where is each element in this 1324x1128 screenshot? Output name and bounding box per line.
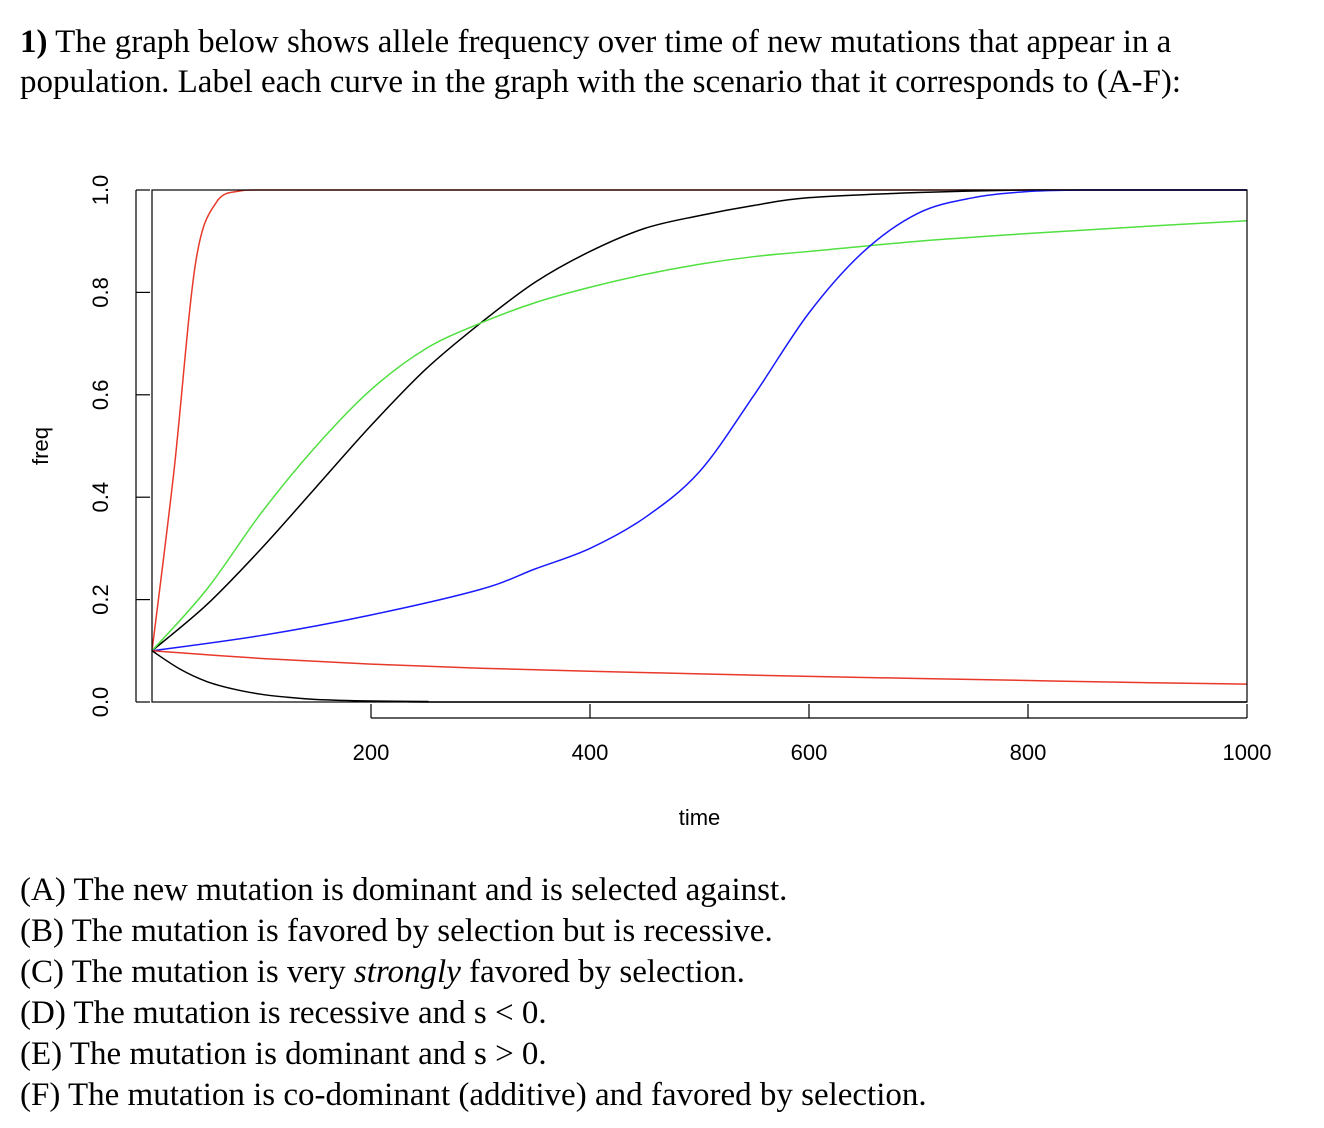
plot-frame bbox=[151, 189, 1248, 703]
y-tick-label: 1.0 bbox=[88, 175, 113, 206]
x-tick-label: 200 bbox=[353, 740, 390, 765]
y-tick-label: 0.4 bbox=[88, 482, 113, 513]
option-d: (D) The mutation is recessive and s < 0. bbox=[20, 995, 547, 1031]
allele-frequency-chart: 200 400 600 800 1000 0.0 0.2 0.4 0.6 0.8 1.0 time fr… bbox=[28, 175, 1271, 830]
x-axis-title: time bbox=[679, 805, 721, 830]
x-tick-label: 800 bbox=[1010, 740, 1047, 765]
x-tick-label: 1000 bbox=[1223, 740, 1272, 765]
chart-axes: 200 400 600 800 1000 0.0 0.2 0.4 0.6 0.8 1.0 time fr… bbox=[28, 175, 1271, 830]
chart-curves bbox=[151, 189, 1248, 703]
answer-options: (A) The new mutation is dominant and is … bbox=[20, 870, 927, 1116]
y-axis-title: freq bbox=[28, 427, 53, 465]
plot-border bbox=[151, 189, 1248, 703]
series-line-2 bbox=[151, 189, 1247, 652]
y-tick-label: 0.0 bbox=[88, 687, 113, 718]
option-b: (B) The mutation is favored by selection… bbox=[20, 913, 773, 949]
question-text: 1) The graph below shows allele frequenc… bbox=[20, 22, 1310, 102]
series-line-3 bbox=[151, 219, 1248, 652]
y-tick-label: 0.8 bbox=[88, 277, 113, 308]
option-c: (C) The mutation is very strongly favore… bbox=[20, 954, 745, 990]
question-number: 1) bbox=[20, 24, 48, 60]
option-f: (F) The mutation is co-dominant (additiv… bbox=[20, 1077, 927, 1113]
x-tick-label: 600 bbox=[791, 740, 828, 765]
option-a: (A) The new mutation is dominant and is … bbox=[20, 872, 788, 908]
series-line-5 bbox=[151, 650, 1248, 685]
question-body: The graph below shows allele frequency o… bbox=[20, 24, 1182, 100]
series-line-1 bbox=[151, 189, 1247, 651]
series-line-4 bbox=[151, 189, 1247, 652]
x-tick-label: 400 bbox=[572, 740, 609, 765]
option-e: (E) The mutation is dominant and s > 0. bbox=[20, 1036, 547, 1072]
series-line-6 bbox=[151, 650, 1247, 703]
y-tick-label: 0.6 bbox=[88, 380, 113, 411]
y-tick-label: 0.2 bbox=[88, 584, 113, 615]
